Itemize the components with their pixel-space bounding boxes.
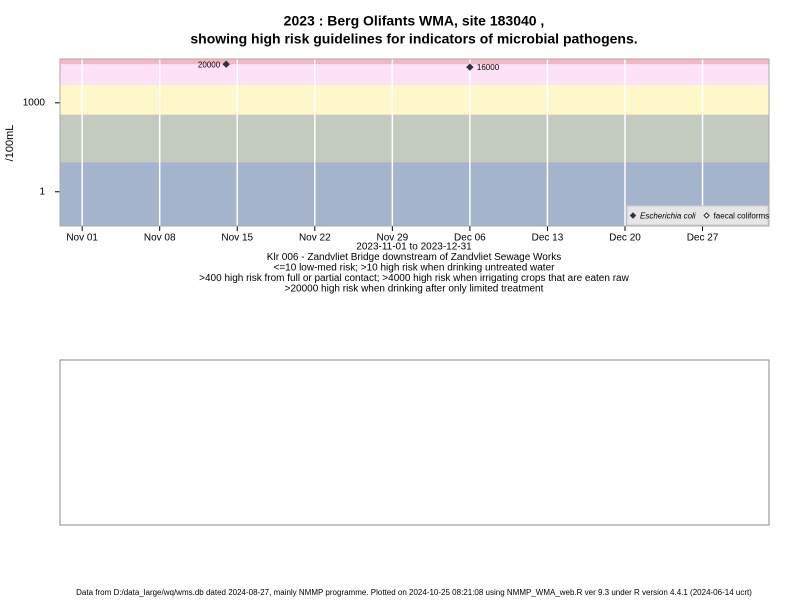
risk-band (60, 64, 769, 85)
risk-band (60, 114, 769, 163)
x-tick-label: Dec 06 (454, 233, 486, 244)
x-tick-label: Nov 29 (377, 233, 409, 244)
x-tick-label: Dec 20 (609, 233, 641, 244)
x-tick-label: Nov 08 (144, 233, 176, 244)
x-axis-label: >400 high risk from full or partial cont… (199, 273, 629, 284)
x-tick-label: Dec 13 (532, 233, 564, 244)
data-point (466, 63, 474, 71)
chart-subtitle: showing high risk guidelines for indicat… (190, 31, 637, 47)
x-axis-label: 2023-11-01 to 2023-12-31 (356, 242, 472, 253)
legend-marker (703, 212, 710, 219)
risk-band (60, 59, 769, 65)
footer: Data from D:/data_large/wq/wms.db dated … (76, 588, 752, 597)
risk-band (60, 84, 769, 115)
legend-box (626, 205, 769, 226)
data-label: 16000 (477, 63, 500, 72)
legend-marker (629, 212, 637, 219)
legend-label: faecal coliforms (714, 212, 770, 221)
y-tick-label: 1000 (23, 97, 46, 108)
y-axis-label: /100mL (4, 125, 16, 162)
x-axis-label: Klr 006 - Zandvliet Bridge downstream of… (267, 252, 561, 263)
empty-panel (59, 359, 770, 526)
x-tick-label: Nov 22 (299, 233, 331, 244)
x-axis-label: <=10 low-med risk; >10 high risk when dr… (274, 263, 556, 274)
legend-label: Escherichia coli (640, 212, 696, 221)
plot-frame (59, 58, 770, 227)
data-point (222, 60, 230, 68)
y-tick-label: 1 (39, 186, 45, 197)
x-tick-label: Nov 15 (221, 233, 253, 244)
chart-title: 2023 : Berg Olifants WMA, site 183040 , (284, 13, 545, 29)
x-tick-label: Dec 27 (687, 233, 719, 244)
x-axis-label: >20000 high risk when drinking after onl… (285, 284, 544, 295)
data-label: 20000 (198, 60, 221, 69)
x-tick-label: Nov 01 (66, 233, 98, 244)
